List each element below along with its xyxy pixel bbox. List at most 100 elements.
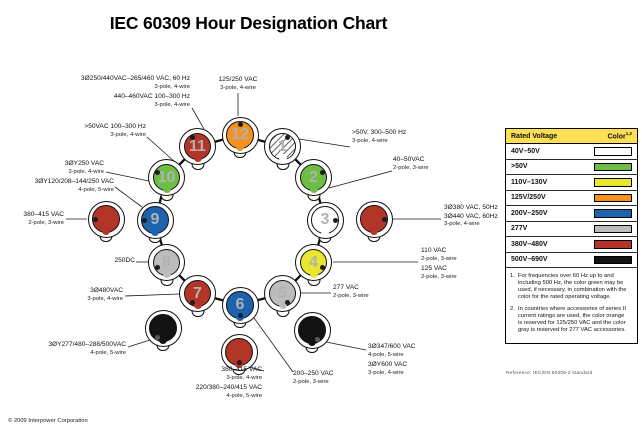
connector-face-black [149, 314, 177, 344]
legend-row-red: 380V–480V [506, 237, 637, 253]
legend-row-blue: 200V–250V [506, 206, 637, 222]
position-dot [320, 265, 326, 271]
label-line: 3-pole, 4-wire [110, 131, 146, 138]
connector-label-t10a: >50VAC 100–300 Hz 3-pole, 4-wire [84, 123, 146, 139]
position-dot [154, 169, 160, 175]
connector-face-gray [268, 279, 297, 310]
connector-7-oclock: 7 [179, 275, 216, 317]
connector-face-hatched [268, 132, 297, 163]
label-leader-line [146, 136, 177, 164]
position-dot [236, 360, 242, 365]
face-notch [236, 142, 244, 151]
legend-header-voltage: Rated Voltage [511, 132, 558, 140]
face-notch [309, 270, 318, 279]
legend-footnotes: 1. For frequencies over 60 Hz up to and i… [506, 268, 637, 343]
connector-6-oclock: 6 [221, 286, 259, 328]
position-dot [333, 217, 338, 223]
label-line: 3-pole, 4-wire [352, 137, 388, 144]
label-line: 3-pole, 4-wire [154, 101, 190, 108]
label-line: >50VAC 100–300 Hz [84, 123, 146, 130]
label-line: 4-pole, 5-wire [90, 349, 126, 356]
legend-voltage: 40V–50V [511, 147, 540, 155]
connector-label-t1: >50V, 300–500 Hz 3-pole, 4-wire [352, 129, 406, 145]
connector-extra-x7b [144, 309, 182, 351]
position-dot [237, 313, 243, 318]
connector-10-oclock: 10 [148, 159, 185, 201]
label-line: 250DC [114, 257, 135, 264]
connector-extra-x5b [293, 311, 331, 353]
hour-number: 12 [231, 126, 249, 143]
connector-label-t12: 125/250 VAC 3-pole, 4-wire [196, 76, 280, 92]
label-line: 40–50VAC [393, 156, 425, 163]
face-notch [193, 154, 202, 163]
label-line: 3Ø347/600 VAC [368, 343, 416, 350]
legend-footnote-2: 2. In countries where accessories of seri… [510, 306, 632, 334]
connector-label-tx9: 380–415 VAC 2-pole, 3-wire [23, 211, 64, 227]
face-notch [309, 185, 318, 194]
color-swatch-green [594, 162, 632, 171]
position-dot [189, 134, 195, 140]
legend-row-gray: 277V [506, 222, 637, 237]
position-dot [155, 334, 161, 340]
connector-4-oclock: 4 [295, 244, 332, 286]
label-line: 3-pole, 4-wire [220, 84, 256, 91]
connector-face-red [183, 132, 212, 163]
connector-label-tx5b: 3Ø347/600 VAC 4-pole, 5-wire 3ØY600 VAC 3-p… [368, 343, 416, 378]
hour-number: 5 [278, 284, 287, 302]
connector-label-t2: 40–50VAC 2-pole, 3-wire [393, 156, 429, 172]
connector-3-oclock: 3 [306, 201, 344, 243]
color-swatch-red [594, 240, 632, 249]
color-swatch-white [594, 147, 632, 156]
position-dot [142, 217, 147, 223]
connector-11-oclock: 11 [179, 128, 216, 170]
hour-number: 10 [157, 168, 176, 186]
label-line: 2-pole, 3-wire [421, 255, 457, 262]
connector-label-t11b: 440–460VAC 100–300 Hz 3-pole, 4-wire [114, 93, 190, 109]
label-line: 4-pole, 5-wire [78, 186, 114, 193]
label-line: 3ØY250 VAC [64, 160, 104, 167]
legend-header-color: Color1,2 [607, 131, 632, 141]
face-notch [193, 301, 202, 310]
label-line: 2-pole, 3-wire [421, 273, 457, 280]
label-line: 125/250 VAC [218, 76, 258, 83]
connector-label-t7: 3Ø480VAC 3-pole, 4-wire [87, 287, 123, 303]
hour-number: 11 [189, 137, 206, 155]
connector-9-oclock: 9 [136, 201, 174, 243]
reference-note: Reference: IEC/EN 60309-2 standard [506, 371, 593, 376]
label-line: 220/380–240/415 VAC [195, 384, 262, 392]
connector-face-gray [152, 248, 181, 279]
position-dot [285, 134, 291, 140]
label-line: 2-pole, 3-wire [28, 219, 64, 226]
legend-row-black: 500V–690V [506, 253, 637, 268]
legend-row-green: >50V [506, 160, 637, 175]
legend-voltage: 125V/250V [511, 194, 546, 202]
label-leader-line [191, 107, 205, 130]
connector-label-t6: 200–250 VAC 2-pole, 3-wire [293, 370, 334, 386]
label-line: 2-pole, 3-wire [293, 378, 329, 385]
legend-footnote-1: 1. For frequencies over 60 Hz up to and i… [510, 273, 632, 301]
connector-8-oclock: 8 [148, 244, 185, 286]
hour-number: 9 [150, 211, 160, 228]
label-leader-line [328, 170, 393, 189]
label-line: 3ØY120/208–144/250 VAC [34, 178, 114, 185]
connector-label-tx6b: 380–415 VAC 3-pole, 4-wire 220/380–240/415… [196, 366, 262, 401]
face-notch [151, 227, 159, 236]
label-leader-line [124, 293, 180, 297]
legend-voltage: 110V–130V [511, 178, 548, 186]
copyright: © 2009 Interpower Corporation [8, 418, 88, 424]
connector-label-t8: 250DC [114, 257, 135, 266]
footnote-text: In countries where accessories of series… [518, 306, 626, 333]
legend-row-white: 40V–50V [506, 144, 637, 160]
connector-face-red [183, 279, 212, 310]
hour-number: 3 [320, 211, 330, 228]
face-notch [102, 226, 110, 235]
position-dot [285, 300, 291, 306]
label-line: 4-pole, 5-wire [226, 392, 262, 399]
label-line: 125 VAC [421, 265, 447, 273]
connector-extra-x3 [355, 200, 393, 242]
label-line: 380–415 VAC [23, 211, 64, 218]
legend-voltage: 380V–480V [511, 240, 548, 248]
hour-number: 1 [278, 137, 287, 155]
connector-label-tx3: 3Ø380 VAC, 50Hz 3Ø440 VAC, 60Hz 3-pole, 4-… [444, 204, 498, 229]
